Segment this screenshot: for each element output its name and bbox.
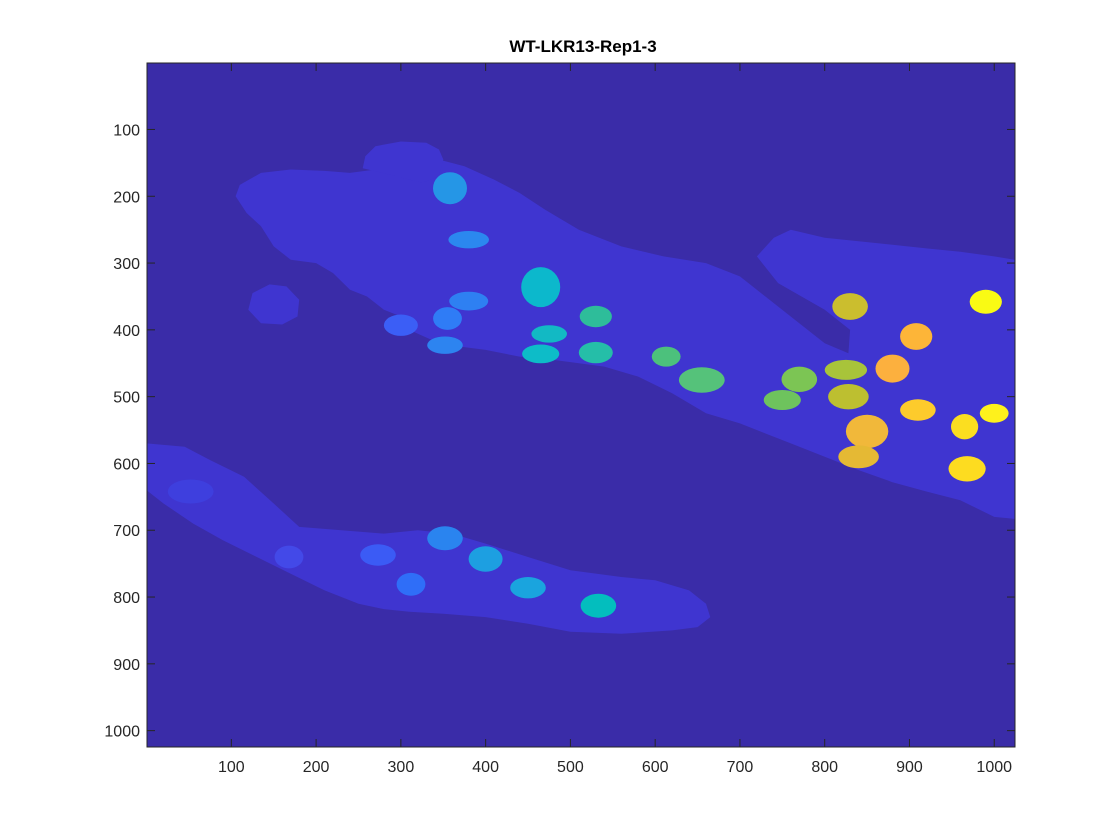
cell-label-22 <box>900 399 936 421</box>
cell-label-31 <box>427 526 463 551</box>
cell-label-7 <box>521 267 561 308</box>
cell-label-15 <box>763 390 801 410</box>
cell-label-32 <box>396 572 426 596</box>
x-tick-label: 700 <box>727 759 754 776</box>
cell-label-14 <box>781 366 818 392</box>
cell-label-23 <box>979 403 1009 423</box>
cell-label-20 <box>875 354 910 383</box>
cell-label-27 <box>948 456 986 482</box>
x-tick-label: 600 <box>642 759 669 776</box>
x-tick-label: 100 <box>218 759 245 776</box>
y-tick-label: 1000 <box>104 724 140 741</box>
y-tick-label: 500 <box>113 390 140 407</box>
x-tick-label: 800 <box>811 759 838 776</box>
y-tick-label: 600 <box>113 456 140 473</box>
cell-label-1 <box>433 172 467 205</box>
cell-label-5 <box>449 291 489 311</box>
x-axis-ticks: 100 200 300 400 500 600 700 800 900 1000 <box>218 63 1012 776</box>
cell-label-19 <box>900 323 933 350</box>
x-tick-label: 200 <box>303 759 330 776</box>
figure-title: WT-LKR13-Rep1-3 <box>509 37 656 56</box>
x-tick-label: 1000 <box>976 759 1012 776</box>
cell-label-10 <box>579 305 612 328</box>
cell-label-12 <box>651 346 681 367</box>
cell-label-29 <box>274 545 304 569</box>
cell-label-16 <box>832 293 868 320</box>
tissue-region-upper-notch <box>362 141 444 183</box>
y-tick-label: 100 <box>113 122 140 139</box>
cell-labels <box>167 172 1009 618</box>
y-tick-label: 200 <box>113 189 140 206</box>
y-axis-ticks: 100 200 300 400 500 600 700 800 900 1000 <box>104 122 1015 741</box>
x-tick-label: 500 <box>557 759 584 776</box>
cell-label-33 <box>468 546 503 572</box>
cell-label-28 <box>167 479 214 504</box>
cell-label-2 <box>448 231 490 249</box>
cell-label-35 <box>580 593 617 618</box>
cell-label-25 <box>845 414 889 449</box>
cell-label-8 <box>531 325 567 343</box>
cell-label-34 <box>510 577 546 599</box>
y-tick-label: 900 <box>113 657 140 674</box>
tissue-region-left-lobe <box>248 284 300 325</box>
x-tick-label: 400 <box>472 759 499 776</box>
y-tick-label: 700 <box>113 523 140 540</box>
cell-label-21 <box>969 289 1002 314</box>
cell-label-6 <box>427 336 463 354</box>
cell-label-13 <box>678 367 725 393</box>
cell-label-26 <box>838 445 879 469</box>
y-tick-label: 300 <box>113 256 140 273</box>
x-tick-label: 300 <box>388 759 415 776</box>
cell-label-18 <box>828 384 869 410</box>
cell-label-11 <box>578 341 613 364</box>
y-tick-label: 400 <box>113 323 140 340</box>
cell-label-17 <box>824 359 868 380</box>
cell-label-3 <box>383 314 418 336</box>
y-tick-label: 800 <box>113 590 140 607</box>
x-tick-label: 900 <box>896 759 923 776</box>
cell-label-4 <box>433 307 462 330</box>
cell-label-9 <box>522 344 560 364</box>
axes-frame <box>146 62 1016 748</box>
cell-label-30 <box>360 544 396 566</box>
cell-label-24 <box>951 414 979 440</box>
tissue-region-upper-band <box>235 156 1015 519</box>
image-axes <box>146 62 1016 748</box>
